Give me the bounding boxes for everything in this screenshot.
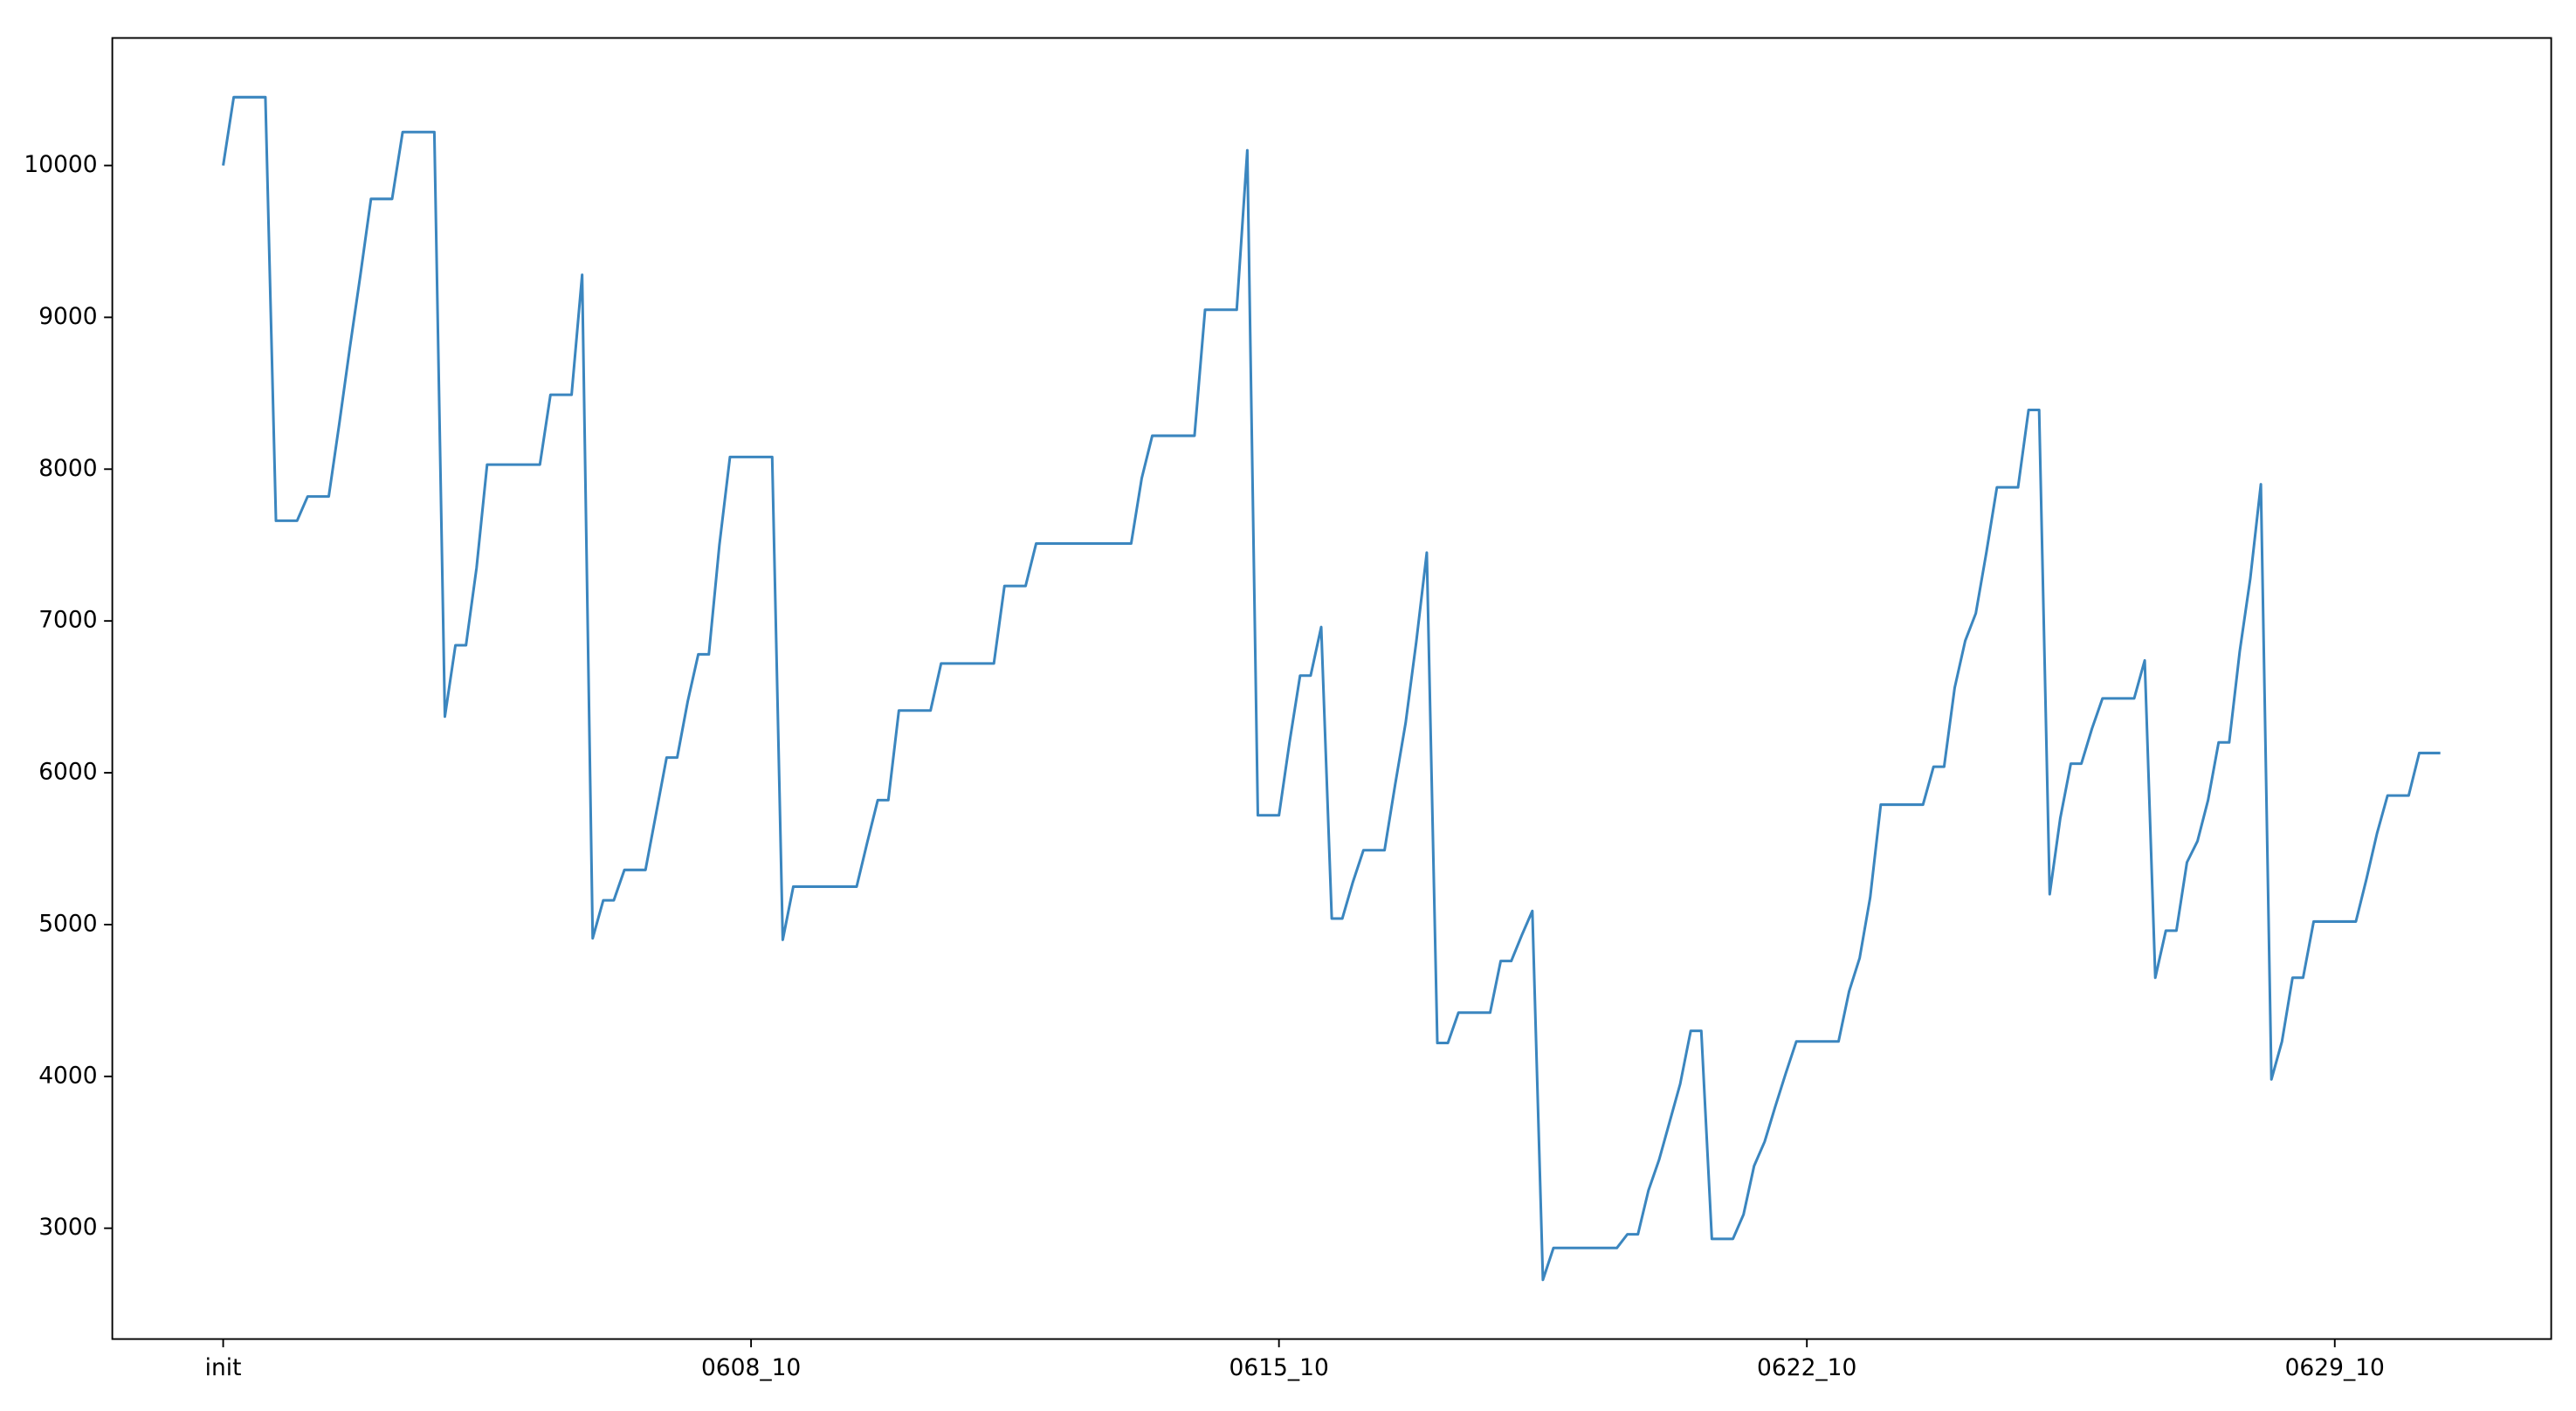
y-tick-label: 4000 <box>38 1062 97 1089</box>
line <box>222 95 2441 1282</box>
y-tick-label: 9000 <box>38 303 97 330</box>
x-tick-label: 0629_10 <box>2285 1354 2385 1381</box>
x-tick-label: 0622_10 <box>1757 1354 1856 1381</box>
y-tick-label: 3000 <box>38 1214 97 1241</box>
axes-frame <box>111 37 2552 1340</box>
x-tick-label: init <box>205 1354 242 1381</box>
y-tick-label: 5000 <box>38 910 97 937</box>
y-tick-label: 7000 <box>38 607 97 634</box>
y-tick-label: 8000 <box>38 455 97 482</box>
x-tick-label: 0608_10 <box>701 1354 801 1381</box>
x-tick-label: 0615_10 <box>1229 1354 1329 1381</box>
y-tick-label: 6000 <box>38 759 97 786</box>
y-tick-label: 10000 <box>24 151 97 178</box>
